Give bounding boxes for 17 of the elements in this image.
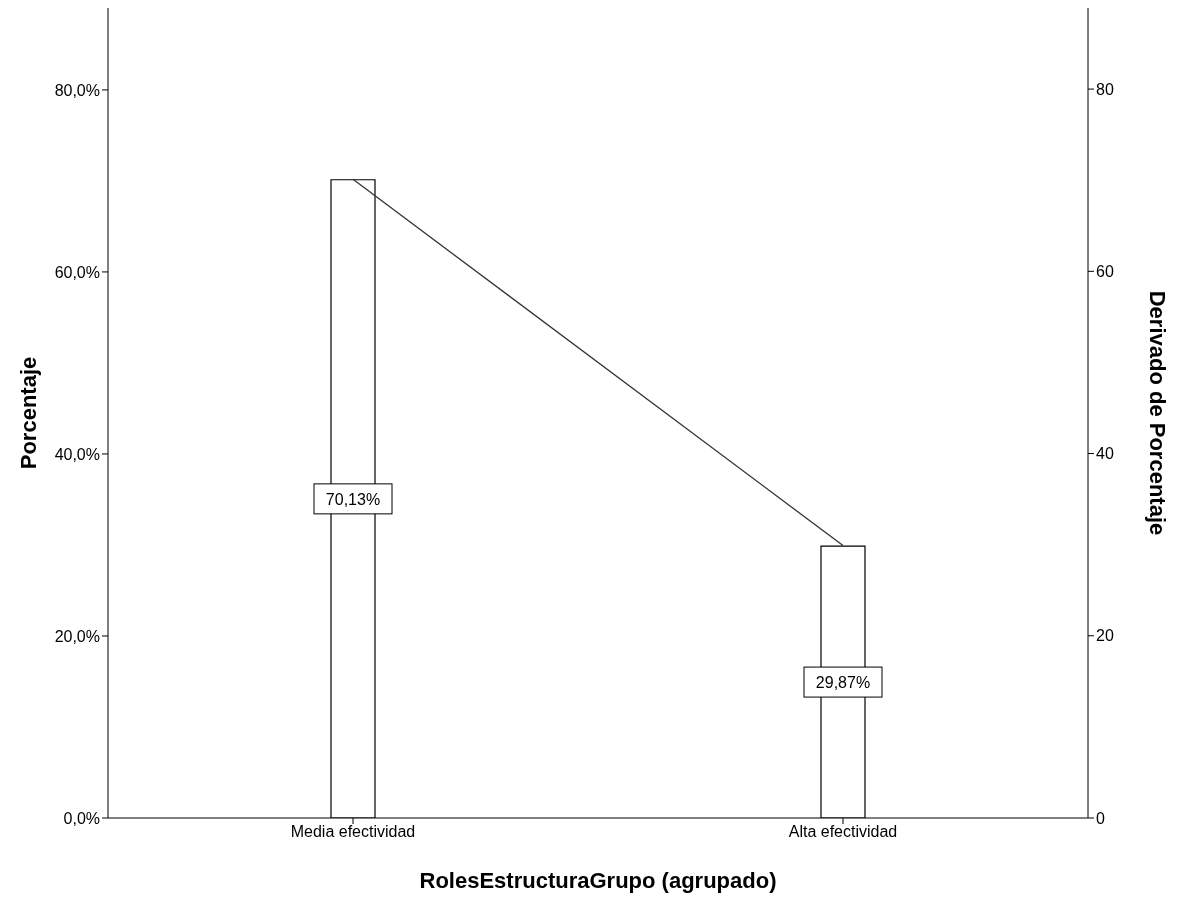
y-tick-label: 0,0%	[63, 809, 100, 827]
x-tick-label: Alta efectividad	[788, 823, 898, 841]
x-axis-title: RolesEstructuraGrupo (agrupado)	[419, 868, 777, 893]
y2-tick-label: 40	[1096, 445, 1114, 463]
y2-tick-label: 20	[1096, 627, 1114, 645]
data-label: 70,13%	[325, 490, 381, 508]
y-tick-label: 40,0%	[54, 445, 100, 463]
y2-axis-title: Derivado de Porcentaje	[1145, 290, 1171, 536]
y-tick-label: 80,0%	[54, 81, 100, 99]
data-label: 29,87%	[815, 674, 871, 692]
y2-tick-label: 80	[1096, 80, 1114, 98]
y2-tick-label: 60	[1096, 263, 1114, 280]
y2-tick-label: 0	[1096, 809, 1105, 827]
x-tick-label: Media efectividad	[290, 823, 416, 841]
y-tick-label: 20,0%	[54, 627, 100, 645]
y-tick-label: 60,0%	[54, 263, 100, 281]
y-axis-title: Porcentaje	[15, 356, 41, 470]
